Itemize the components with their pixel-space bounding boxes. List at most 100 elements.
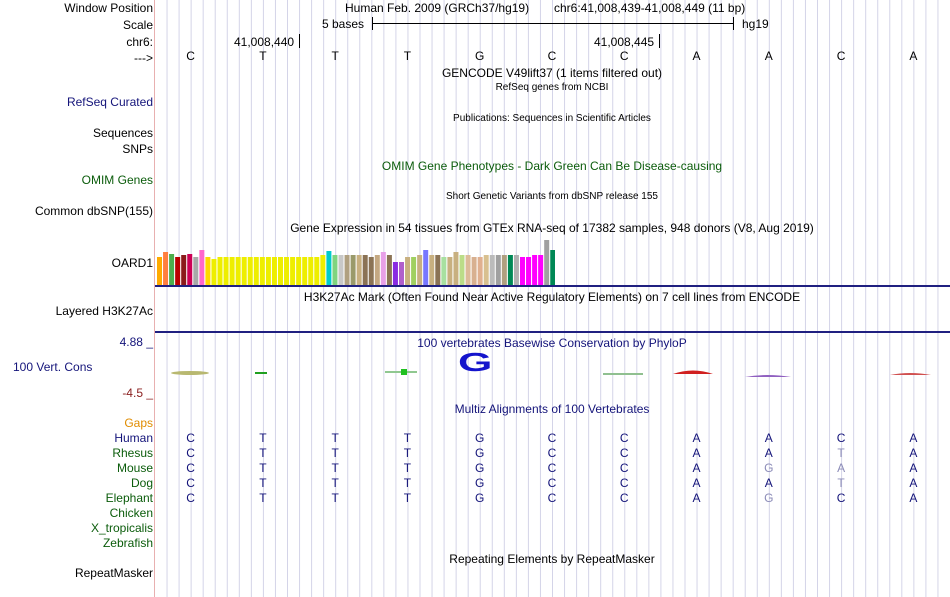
gtex-tissue-bar[interactable] [368,257,374,285]
sequences-label[interactable]: Sequences [92,126,153,140]
gtex-tissue-bar[interactable] [380,252,386,285]
position-text[interactable]: chr6:41,008,439-41,008,449 (11 bp) [554,1,746,15]
h3k27-label[interactable]: Layered H3K27Ac [55,304,153,318]
omim-label[interactable]: OMIM Genes [81,173,153,187]
gtex-tissue-bar[interactable] [320,255,326,285]
refseq-label[interactable]: RefSeq Curated [66,95,153,109]
gtex-tissue-bar[interactable] [278,257,283,285]
gtex-tissue-bar[interactable] [392,262,398,285]
gtex-tissue-bar[interactable] [423,250,429,285]
gtex-tissue-bar[interactable] [217,257,223,285]
assembly-text[interactable]: Human Feb. 2009 (GRCh37/hg19) [345,1,530,15]
gtex-tissue-bar[interactable] [459,255,465,285]
gtex-tissue-bar[interactable] [259,257,265,285]
gtex-tissue-bar[interactable] [405,257,411,285]
gtex-tissue-bar[interactable] [326,251,332,285]
gtex-tissue-bar[interactable] [435,255,441,285]
gtex-tissue-bar[interactable] [386,255,392,285]
omim-track-title[interactable]: OMIM Gene Phenotypes - Dark Green Can Be… [381,159,723,173]
gtex-tissue-bar[interactable] [417,255,423,285]
gtex-tissue-bar[interactable] [199,250,205,285]
gencode-track-title[interactable]: GENCODE V49lift37 (1 items filtered out) [441,66,663,80]
snps-label[interactable]: SNPs [122,142,153,156]
refseq-track-title[interactable]: RefSeq genes from NCBI [495,82,609,93]
gtex-tissue-bar[interactable] [538,255,544,285]
gtex-tissue-bar[interactable] [175,257,181,285]
gtex-tissue-bar[interactable] [193,257,199,285]
gtex-tissue-bar[interactable] [247,257,253,285]
gtex-tissue-bar[interactable] [314,257,320,285]
gtex-tissue-bar[interactable] [223,257,229,285]
publications-track-title[interactable]: Publications: Sequences in Scientific Ar… [453,113,651,124]
alignment-base: T [331,461,339,475]
gtex-tissue-bar[interactable] [374,255,380,285]
gtex-tissue-bar[interactable] [411,257,417,285]
gtex-tissue-bar[interactable] [169,254,175,285]
gtex-tissue-bar[interactable] [513,255,519,285]
gtex-tissue-bar[interactable] [441,257,447,285]
gtex-tissue-bar[interactable] [532,255,538,285]
gtex-tissue-bar[interactable] [284,257,290,285]
gtex-tissue-bar[interactable] [302,257,308,285]
gtex-tissue-bar[interactable] [235,257,241,285]
gtex-tissue-bar[interactable] [181,255,187,285]
species-label-human[interactable]: Human [114,431,153,445]
gtex-tissue-bar[interactable] [332,255,338,285]
gtex-tissue-bar[interactable] [550,250,555,285]
gtex-tissue-bar[interactable] [495,255,501,285]
multiz-track-title[interactable]: Multiz Alignments of 100 Vertebrates [454,402,650,416]
gtex-tissue-bar[interactable] [483,255,489,285]
species-label-mouse[interactable]: Mouse [116,461,153,475]
gtex-tissue-bar[interactable] [338,255,344,285]
gtex-tissue-bar[interactable] [447,257,453,285]
phylop-track-title[interactable]: 100 vertebrates Basewise Conservation by… [417,336,687,350]
species-label-chicken[interactable]: Chicken [109,506,153,520]
species-label-x_tropicalis[interactable]: X_tropicalis [90,521,153,535]
gtex-tissue-bar[interactable] [290,257,296,285]
repeatmasker-track-title[interactable]: Repeating Elements by RepeatMasker [449,552,655,566]
gtex-tissue-bar[interactable] [253,257,259,285]
gtex-tissue-bar[interactable] [362,255,368,285]
species-label-dog[interactable]: Dog [130,476,153,490]
gtex-tissue-bar[interactable] [157,257,162,285]
gtex-tissue-bar[interactable] [429,255,435,285]
repeatmasker-label[interactable]: RepeatMasker [74,566,153,580]
gtex-tissue-bar[interactable] [265,257,271,285]
gtex-tissue-bar[interactable] [477,257,483,285]
gtex-tissue-bar[interactable] [241,257,247,285]
alignment-base: C [547,431,557,445]
h3k27-track-title[interactable]: H3K27Ac Mark (Often Found Near Active Re… [303,290,801,304]
gtex-tissue-bar[interactable] [271,257,277,285]
species-label-rhesus[interactable]: Rhesus [112,446,153,460]
species-label-zebrafish[interactable]: Zebrafish [102,536,153,550]
gtex-tissue-bar[interactable] [507,255,513,285]
gtex-tissue-bar[interactable] [399,262,404,285]
gtex-gene-label[interactable]: OARD1 [111,256,153,270]
gtex-tissue-bar[interactable] [489,255,495,285]
species-label-elephant[interactable]: Elephant [105,491,153,505]
gtex-tissue-bar[interactable] [296,257,302,285]
gtex-tissue-bar[interactable] [308,257,314,285]
gtex-tissue-bar[interactable] [453,252,459,285]
gaps-label[interactable]: Gaps [124,416,153,430]
gtex-tissue-bar[interactable] [520,257,525,285]
gtex-tissue-bar[interactable] [350,255,356,285]
dbsnp-track-title[interactable]: Short Genetic Variants from dbSNP releas… [446,191,658,202]
gtex-tissue-bar[interactable] [526,257,532,285]
gtex-tissue-bar[interactable] [344,255,350,285]
phylop-label[interactable]: 100 Vert. Cons [13,360,93,374]
gtex-tissue-bar[interactable] [501,255,507,285]
gtex-bar-chart[interactable] [155,235,555,286]
gtex-tissue-bar[interactable] [544,240,550,285]
gtex-tissue-bar[interactable] [471,257,477,285]
gtex-tissue-bar[interactable] [163,252,169,285]
gtex-track-title[interactable]: Gene Expression in 54 tissues from GTEx … [290,221,814,235]
gtex-tissue-bar[interactable] [187,254,193,285]
dbsnp-label[interactable]: Common dbSNP(155) [34,204,153,218]
gtex-tissue-bar[interactable] [356,255,362,285]
gtex-tissue-bar[interactable] [229,257,235,285]
gtex-tissue-bar[interactable] [465,255,471,285]
gtex-tissue-bar[interactable] [205,257,211,285]
gtex-tissue-bar[interactable] [211,259,217,285]
scale-bar [372,23,733,24]
